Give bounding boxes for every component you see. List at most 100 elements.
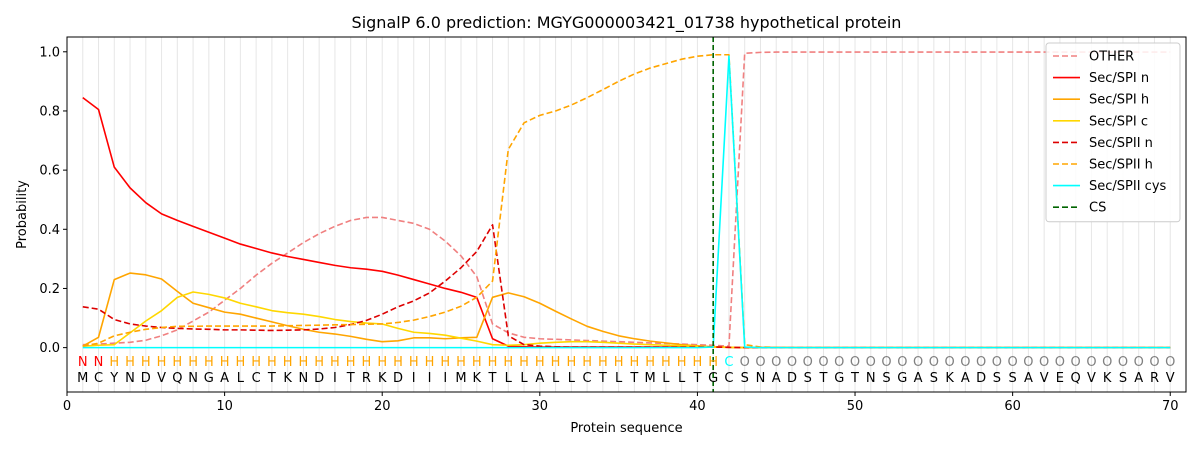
- annotation-letter: O: [866, 355, 876, 370]
- sequence-letter: S: [882, 371, 890, 386]
- sequence-letter: K: [378, 371, 387, 386]
- annotation-letter: H: [267, 355, 277, 370]
- annotation-letter: O: [1149, 355, 1159, 370]
- annotation-letter: H: [314, 355, 324, 370]
- sequence-letter: T: [488, 371, 497, 386]
- sequence-letter: A: [1024, 371, 1033, 386]
- annotation-letter: O: [929, 355, 939, 370]
- x-tick-label: 10: [216, 399, 233, 414]
- sequence-letter: L: [505, 371, 513, 386]
- annotation-letter: O: [787, 355, 797, 370]
- annotation-letter: O: [850, 355, 860, 370]
- sequence-letter: T: [629, 371, 638, 386]
- annotation-letter: H: [708, 355, 718, 370]
- sequence-letter: M: [77, 371, 88, 386]
- sequence-letter: K: [473, 371, 482, 386]
- x-tick-label: 60: [1004, 399, 1021, 414]
- sequence-letter: Q: [1071, 371, 1081, 386]
- legend-label: Sec/SPI n: [1089, 71, 1149, 86]
- sequence-letter: T: [598, 371, 607, 386]
- sequence-letter: K: [1103, 371, 1112, 386]
- x-axis-title: Protein sequence: [570, 421, 682, 436]
- sequence-letter: T: [346, 371, 355, 386]
- annotation-letter: H: [598, 355, 608, 370]
- series-line-sec-spi-c: [82, 291, 1171, 349]
- y-tick-label: 1.0: [39, 45, 60, 60]
- annotation-letter: O: [913, 355, 923, 370]
- annotation-letter: H: [503, 355, 513, 370]
- annotation-letter: H: [551, 355, 561, 370]
- legend-label: Sec/SPII h: [1089, 158, 1153, 173]
- annotation-letter: H: [283, 355, 293, 370]
- sequence-letter: I: [333, 371, 337, 386]
- sequence-letter: L: [662, 371, 670, 386]
- annotation-letter: H: [330, 355, 340, 370]
- series-layer: [82, 51, 1171, 349]
- annotation-letter: O: [960, 355, 970, 370]
- sequence-letter: G: [897, 371, 907, 386]
- annotation-letter: H: [645, 355, 655, 370]
- sequence-letter: A: [1134, 371, 1143, 386]
- series-line-sec-spi-n: [82, 97, 1171, 349]
- sequence-letter: N: [125, 371, 135, 386]
- sequence-letter: L: [678, 371, 686, 386]
- annotation-letter: O: [834, 355, 844, 370]
- annotation-letter: O: [1102, 355, 1112, 370]
- sequence-letter: L: [520, 371, 528, 386]
- legend: OTHER Sec/SPI n Sec/SPI h Sec/SPI c Sec/SPII…: [1045, 42, 1181, 223]
- sequence-letter: S: [993, 371, 1001, 386]
- y-tick-label: 0.6: [39, 164, 60, 179]
- legend-label: CS: [1089, 201, 1106, 216]
- annotation-letter: H: [157, 355, 167, 370]
- sequence-letter: M: [455, 371, 466, 386]
- annotation-letter: H: [251, 355, 261, 370]
- sequence-letter: T: [819, 371, 828, 386]
- sequence-letter: A: [914, 371, 923, 386]
- annotation-letter: H: [299, 355, 309, 370]
- x-tick-label: 20: [374, 399, 391, 414]
- sequence-letter: I: [443, 371, 447, 386]
- annotation-letter: O: [771, 355, 781, 370]
- annotation-letter: H: [535, 355, 545, 370]
- annotation-letter: H: [204, 355, 214, 370]
- annotation-letter: O: [881, 355, 891, 370]
- y-tick-label: 0.4: [39, 223, 60, 238]
- annotation-letter: O: [992, 355, 1002, 370]
- y-axis-title: Probability: [15, 180, 30, 249]
- x-tick-label: 0: [63, 399, 71, 414]
- sequence-letter: N: [299, 371, 309, 386]
- sequence-letter: D: [314, 371, 324, 386]
- series-line-sec-spii-h: [82, 53, 1171, 349]
- annotation-letter: H: [235, 355, 245, 370]
- annotation-letter: H: [362, 355, 372, 370]
- annotation-letter: H: [220, 355, 230, 370]
- annotation-letter: H: [172, 355, 182, 370]
- annotation-letter: H: [614, 355, 624, 370]
- annotation-letter: H: [125, 355, 135, 370]
- sequence-letter: M: [645, 371, 656, 386]
- sequence-letter: N: [866, 371, 876, 386]
- axis-layer: 0 10 20 30 40 50 60 70 0.0 0.2 0.4 0.6 0.8 1.0: [39, 45, 1178, 414]
- sequence-letter: V: [1040, 371, 1049, 386]
- series-line-other: [82, 51, 1171, 347]
- annotation-letter: O: [1134, 355, 1144, 370]
- annotation-letter: C: [724, 355, 733, 370]
- annotation-letter: H: [440, 355, 450, 370]
- annotation-letter: H: [629, 355, 639, 370]
- y-tick-label: 0.8: [39, 104, 60, 119]
- sequence-letter: K: [283, 371, 292, 386]
- annotation-letter: O: [803, 355, 813, 370]
- annotation-letter: O: [1023, 355, 1033, 370]
- annotation-letter: O: [1008, 355, 1018, 370]
- sequence-letter: I: [412, 371, 416, 386]
- x-tick-label: 30: [532, 399, 549, 414]
- annotation-letter: O: [1118, 355, 1128, 370]
- annotation-letter: O: [740, 355, 750, 370]
- annotation-letter: O: [1165, 355, 1175, 370]
- sequence-letter: V: [1166, 371, 1175, 386]
- annotation-letter: H: [677, 355, 687, 370]
- series-line-sec-spi-h: [82, 272, 1171, 349]
- annotation-letter: O: [818, 355, 828, 370]
- sequence-letter: T: [850, 371, 859, 386]
